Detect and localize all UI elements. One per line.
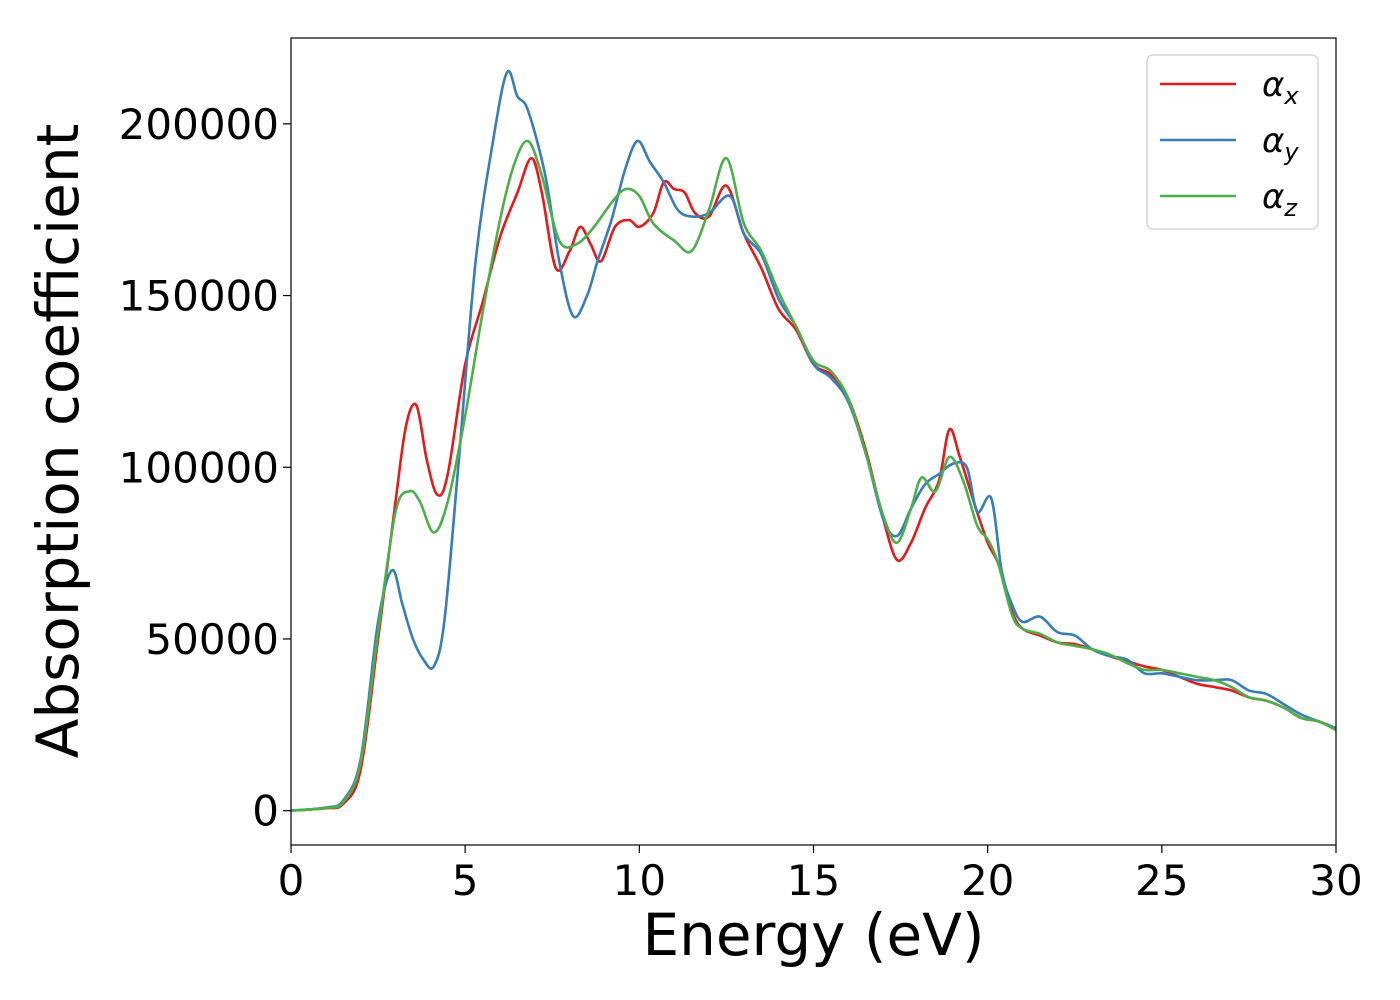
y-axis: 0 50000 100000 150000 200000 — [119, 100, 291, 836]
y-axis-label: Absorption coefficient — [24, 124, 92, 759]
x-tick-label: 30 — [1309, 856, 1362, 905]
x-tick-label: 15 — [787, 856, 840, 905]
x-tick-label: 10 — [613, 856, 666, 905]
x-tick-label: 25 — [1135, 856, 1188, 905]
legend-frame — [1146, 54, 1319, 230]
legend-label-y: αy — [1262, 121, 1299, 166]
y-tick-label: 100000 — [119, 443, 279, 492]
legend-label-subscript: y — [1283, 138, 1299, 166]
y-tick-label: 50000 — [145, 615, 279, 664]
y-tick-label: 150000 — [119, 272, 279, 321]
series-line-y — [291, 69, 1336, 812]
x-tick-label: 5 — [452, 856, 479, 905]
x-axis-label: Energy (eV) — [642, 901, 984, 969]
series-layer — [291, 69, 1336, 812]
legend-label-subscript: z — [1283, 194, 1298, 222]
legend-label-symbol: α — [1262, 121, 1284, 161]
legend-label-x: αx — [1262, 65, 1299, 110]
legend-label-symbol: α — [1262, 65, 1284, 105]
x-tick-label: 20 — [961, 856, 1014, 905]
series-line-z — [291, 139, 1336, 812]
y-tick-label: 0 — [252, 787, 279, 836]
legend-label-symbol: α — [1262, 177, 1284, 217]
x-tick-label: 0 — [278, 856, 305, 905]
x-axis: 0 5 10 15 20 25 30 — [278, 845, 1363, 905]
legend-label-z: αz — [1262, 177, 1298, 222]
legend-label-subscript: x — [1283, 82, 1299, 110]
y-tick-label: 200000 — [119, 100, 279, 149]
